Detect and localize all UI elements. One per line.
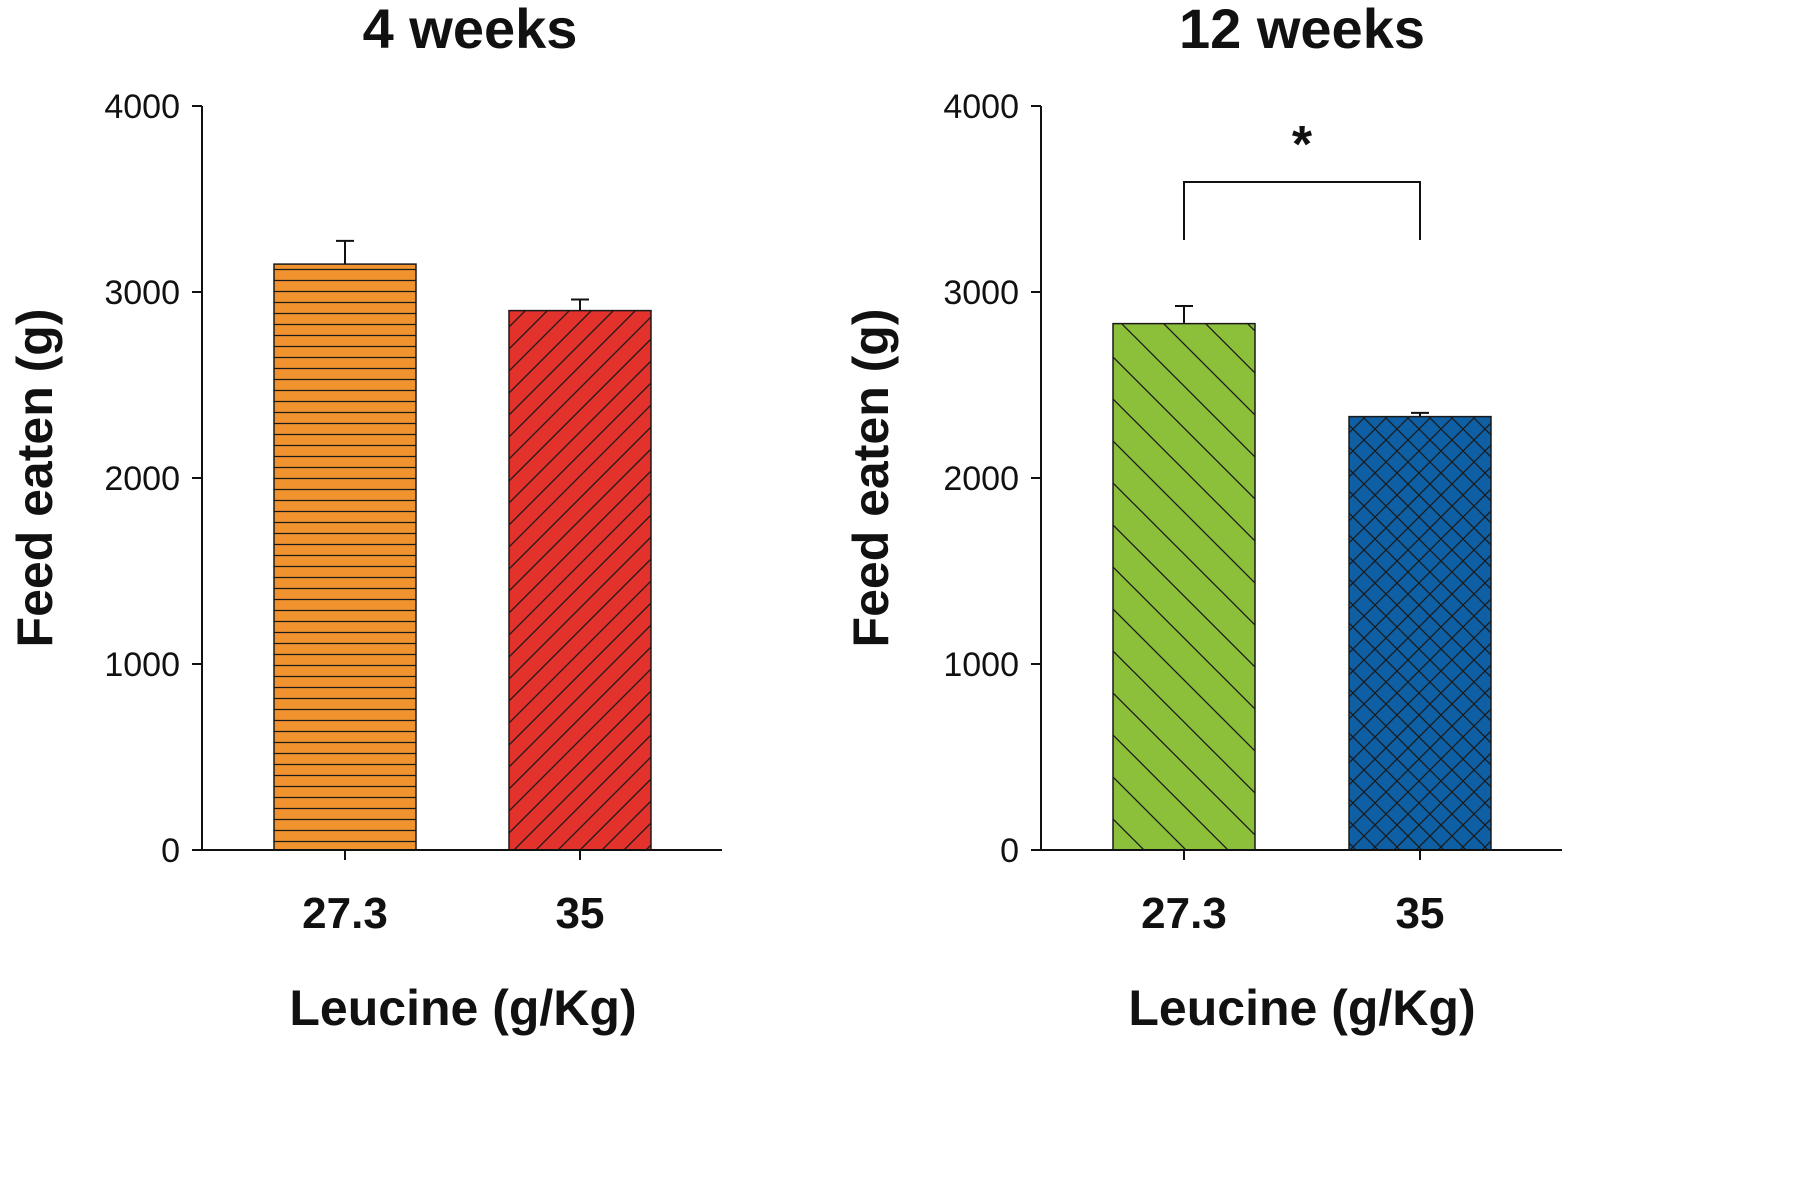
y-tick-label: 2000 [943, 460, 1019, 498]
y-tick-label: 3000 [943, 274, 1019, 312]
y-tick-label: 0 [1000, 832, 1019, 870]
y-axis-label: Feed eaten (g) [7, 309, 63, 648]
x-tick-label: 35 [1396, 889, 1445, 938]
bar-hatch-27.3 [1112, 322, 1256, 851]
y-tick-label: 0 [161, 832, 180, 870]
bar-hatch-35 [1348, 415, 1492, 851]
bar-hatch-27.3 [273, 263, 417, 851]
panel-12-weeks: 12 weeks Feed eaten (g) Leucine (g/Kg) 0… [843, 0, 1562, 1036]
panel-title: 4 weeks [363, 0, 578, 60]
y-tick-label: 2000 [104, 460, 180, 498]
panel-title: 12 weeks [1179, 0, 1425, 60]
significance-bracket [1183, 181, 1421, 240]
x-tick-label: 27.3 [302, 889, 388, 938]
x-axis-label: Leucine (g/Kg) [289, 980, 636, 1036]
y-tick-label: 1000 [104, 646, 180, 684]
bar-hatch-35 [508, 309, 652, 851]
y-tick-label: 1000 [943, 646, 1019, 684]
y-tick-label: 3000 [104, 274, 180, 312]
panel-4-weeks: 4 weeks Feed eaten (g) Leucine (g/Kg) 0 1… [7, 0, 722, 1036]
x-tick-label: 27.3 [1141, 889, 1227, 938]
significance-marker: * [1292, 116, 1313, 174]
y-axis-label: Feed eaten (g) [843, 309, 899, 648]
x-axis-label: Leucine (g/Kg) [1128, 980, 1475, 1036]
x-tick-label: 35 [556, 889, 605, 938]
y-tick-label: 4000 [943, 88, 1019, 126]
y-tick-label: 4000 [104, 88, 180, 126]
